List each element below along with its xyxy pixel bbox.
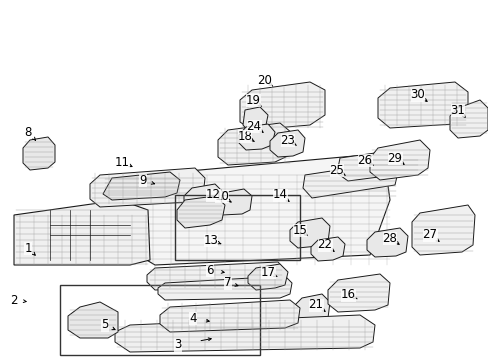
Text: 27: 27 [422, 229, 437, 242]
Polygon shape [215, 189, 251, 215]
Text: 26: 26 [357, 153, 372, 166]
Text: 18: 18 [237, 130, 252, 143]
Polygon shape [377, 82, 467, 128]
Polygon shape [14, 200, 150, 265]
Polygon shape [147, 262, 285, 290]
Text: 5: 5 [101, 319, 108, 332]
Text: 21: 21 [308, 298, 323, 311]
Polygon shape [247, 264, 287, 290]
Polygon shape [130, 155, 389, 265]
Text: 17: 17 [260, 266, 275, 279]
Polygon shape [158, 276, 291, 300]
Text: 9: 9 [139, 174, 146, 186]
Text: 30: 30 [410, 89, 425, 102]
Polygon shape [243, 107, 267, 133]
Polygon shape [327, 274, 389, 312]
Text: 8: 8 [24, 126, 32, 139]
Polygon shape [103, 172, 180, 200]
Text: 23: 23 [280, 134, 295, 147]
Polygon shape [310, 237, 345, 261]
Polygon shape [239, 124, 274, 150]
Text: 20: 20 [257, 73, 272, 86]
Text: 6: 6 [206, 264, 213, 276]
Text: 7: 7 [224, 276, 231, 289]
Text: 2: 2 [10, 293, 18, 306]
Text: 16: 16 [340, 288, 355, 302]
Text: 11: 11 [114, 156, 129, 168]
Polygon shape [160, 300, 299, 332]
Polygon shape [240, 82, 325, 130]
Polygon shape [177, 196, 224, 228]
Bar [175, 195, 299, 260]
Text: 14: 14 [272, 189, 287, 202]
Text: 25: 25 [329, 163, 344, 176]
Polygon shape [90, 168, 204, 207]
Polygon shape [68, 302, 118, 338]
Polygon shape [369, 140, 429, 180]
Text: 24: 24 [246, 120, 261, 132]
Polygon shape [366, 228, 407, 257]
Text: 19: 19 [245, 94, 260, 107]
Text: 29: 29 [386, 152, 402, 165]
Text: 31: 31 [449, 104, 465, 117]
Polygon shape [449, 100, 487, 138]
Polygon shape [23, 137, 55, 170]
Polygon shape [218, 123, 291, 165]
Polygon shape [289, 218, 329, 248]
Polygon shape [293, 294, 329, 323]
Bar [60, 285, 260, 355]
Polygon shape [269, 130, 305, 157]
Polygon shape [183, 184, 223, 210]
Text: 3: 3 [174, 338, 182, 351]
Text: 15: 15 [292, 224, 307, 237]
Text: 12: 12 [205, 189, 220, 202]
Text: 28: 28 [382, 231, 397, 244]
Text: 10: 10 [214, 189, 229, 202]
Polygon shape [411, 205, 474, 255]
Polygon shape [115, 315, 374, 352]
Polygon shape [336, 148, 419, 181]
Text: 4: 4 [189, 311, 196, 324]
Text: 13: 13 [203, 234, 218, 247]
Text: 1: 1 [24, 242, 32, 255]
Polygon shape [303, 162, 397, 198]
Text: 22: 22 [317, 238, 332, 252]
